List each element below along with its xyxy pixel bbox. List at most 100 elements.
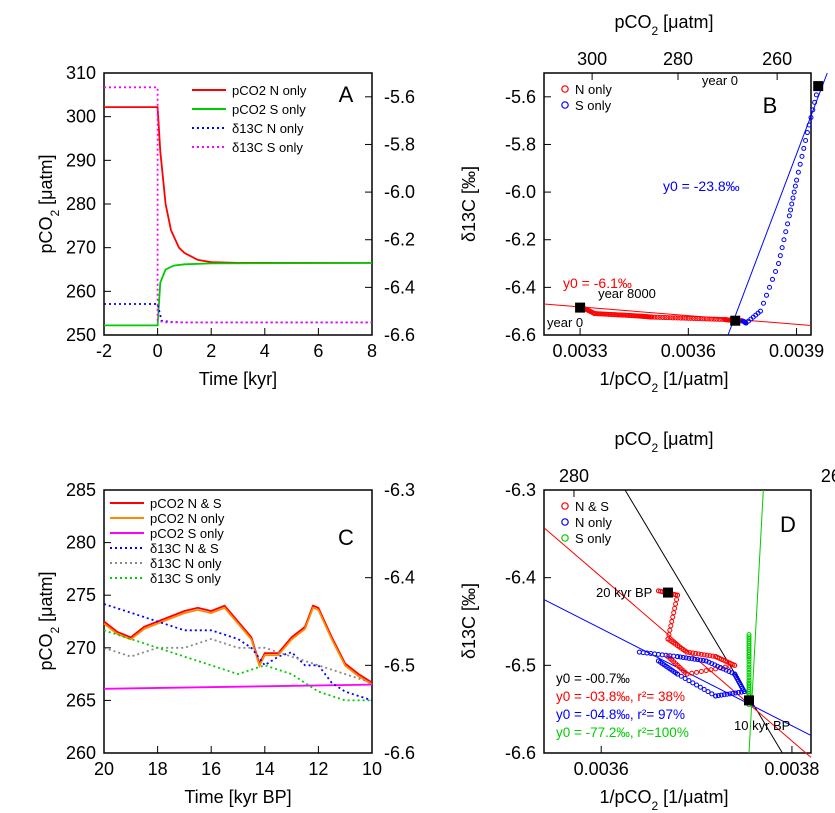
- top-tick-label: 280: [559, 466, 589, 486]
- series-group: [103, 603, 373, 702]
- data-point: [682, 675, 688, 681]
- legend-label: N & S: [575, 499, 609, 514]
- data-point: [813, 92, 819, 98]
- data-point: [665, 315, 671, 321]
- legend-swatch: [561, 101, 569, 109]
- y-tick-label: 265: [66, 690, 96, 710]
- data-point: [705, 689, 711, 695]
- fit-labels: y0 = -00.7‰ y0 = -03.8‰, r²= 38% y0 = -04.…: [556, 671, 689, 740]
- data-point: [680, 315, 686, 321]
- y-ticks: -6.6 -6.4 -6.2 -6.0 -5.8 -5.6: [505, 87, 551, 345]
- data-point: [803, 137, 809, 143]
- y-axis-label: δ13C [‰]: [459, 166, 479, 242]
- data-point: [686, 678, 692, 684]
- legend-label: pCO2 N only: [150, 511, 225, 526]
- data-point: [675, 315, 681, 321]
- data-point: [677, 654, 683, 660]
- x-axis-label: Time [kyr BP]: [184, 787, 291, 807]
- series-group: [543, 489, 812, 758]
- x-tick-label: 2: [206, 341, 216, 361]
- x-tick-label: 18: [148, 759, 168, 779]
- panel-c: 20 18 16 14 12 10 260 265 270 275 280 285 -6.6 -6.5…: [36, 480, 415, 807]
- data-point: [740, 318, 746, 324]
- data-point: [716, 316, 722, 322]
- data-point: [727, 663, 733, 669]
- legend-swatch: [561, 502, 569, 510]
- data-point: [675, 592, 680, 598]
- annotation-20kyr: 20 kyr BP: [596, 585, 652, 600]
- panel-label: B: [763, 93, 778, 118]
- legend-swatch: [561, 85, 569, 93]
- data-point: [667, 627, 673, 633]
- data-point: [707, 653, 713, 659]
- data-point: [654, 314, 660, 320]
- x-tick-label: 16: [201, 759, 221, 779]
- y-tick-label: 300: [66, 107, 96, 127]
- data-point: [685, 315, 691, 321]
- fit-label: y0 = -00.7‰: [556, 671, 630, 686]
- data-point: [804, 130, 810, 136]
- data-point: [746, 675, 752, 681]
- data-point: [694, 669, 700, 675]
- y-tick-label: -6.6: [505, 743, 536, 763]
- legend-label: S only: [575, 531, 612, 546]
- data-point: [700, 658, 706, 664]
- legend-label: N only: [575, 515, 612, 530]
- top-ticks: 300 280 260: [577, 49, 792, 80]
- data-point: [746, 651, 752, 657]
- data-point: [746, 667, 752, 673]
- y-tick-label: -6.5: [384, 655, 415, 675]
- data-point: [736, 690, 742, 696]
- legend-label: δ13C N only: [150, 556, 222, 571]
- data-point: [686, 655, 692, 661]
- y-tick-label: 260: [66, 281, 96, 301]
- y-tick-label: -6.2: [505, 230, 536, 250]
- panel-label: A: [339, 82, 354, 107]
- fit-line-ns: [543, 527, 812, 758]
- y-tick-label: -6.3: [384, 480, 415, 500]
- fit-line-n: [543, 303, 812, 326]
- marker-square: [730, 315, 741, 326]
- top-tick-label: 260: [762, 49, 792, 69]
- top-tick-label: 280: [663, 49, 693, 69]
- data-point: [701, 316, 707, 322]
- y-axis-label: δ13C [‰]: [459, 583, 479, 659]
- x-ticks: 0.0036 0.0038: [574, 746, 819, 779]
- data-point: [733, 690, 739, 696]
- x-tick-label: 0.0033: [553, 341, 608, 361]
- x-ticks: 20 18 16 14 12 10: [94, 746, 382, 779]
- series-line-0: [104, 106, 372, 264]
- data-point: [746, 664, 752, 670]
- data-point: [690, 680, 696, 686]
- data-point: [655, 658, 661, 664]
- data-point: [695, 657, 701, 663]
- annotation-10kyr: 10 kyr BP: [734, 718, 790, 733]
- fit-label-n: y0 = -6.1‰: [563, 275, 632, 291]
- legend-label: δ13C S only: [150, 571, 221, 586]
- data-point: [670, 315, 676, 321]
- data-point: [692, 656, 698, 662]
- legend-label: pCO2 N only: [232, 83, 307, 98]
- data-point: [696, 316, 702, 322]
- data-point: [746, 659, 752, 665]
- x-tick-label: 0.0036: [574, 759, 629, 779]
- y-tick-label: 260: [66, 743, 96, 763]
- data-point: [799, 153, 805, 159]
- data-point: [710, 653, 716, 659]
- x-axis-label: 1/pCO2 [1/μatm]: [599, 369, 728, 395]
- data-point: [713, 693, 719, 699]
- x-tick-label: 6: [313, 341, 323, 361]
- data-point: [721, 692, 727, 698]
- data-point: [794, 177, 800, 183]
- data-point: [703, 668, 709, 674]
- data-point: [760, 300, 766, 306]
- data-point: [789, 201, 795, 207]
- marker-square: [744, 695, 755, 706]
- data-point: [788, 207, 794, 213]
- y-tick-label: -5.6: [384, 87, 415, 107]
- data-point: [781, 237, 787, 243]
- data-point: [698, 668, 704, 674]
- y-tick-label: -6.0: [505, 182, 536, 202]
- marker-square: [575, 302, 586, 313]
- y-tick-label: 310: [66, 63, 96, 83]
